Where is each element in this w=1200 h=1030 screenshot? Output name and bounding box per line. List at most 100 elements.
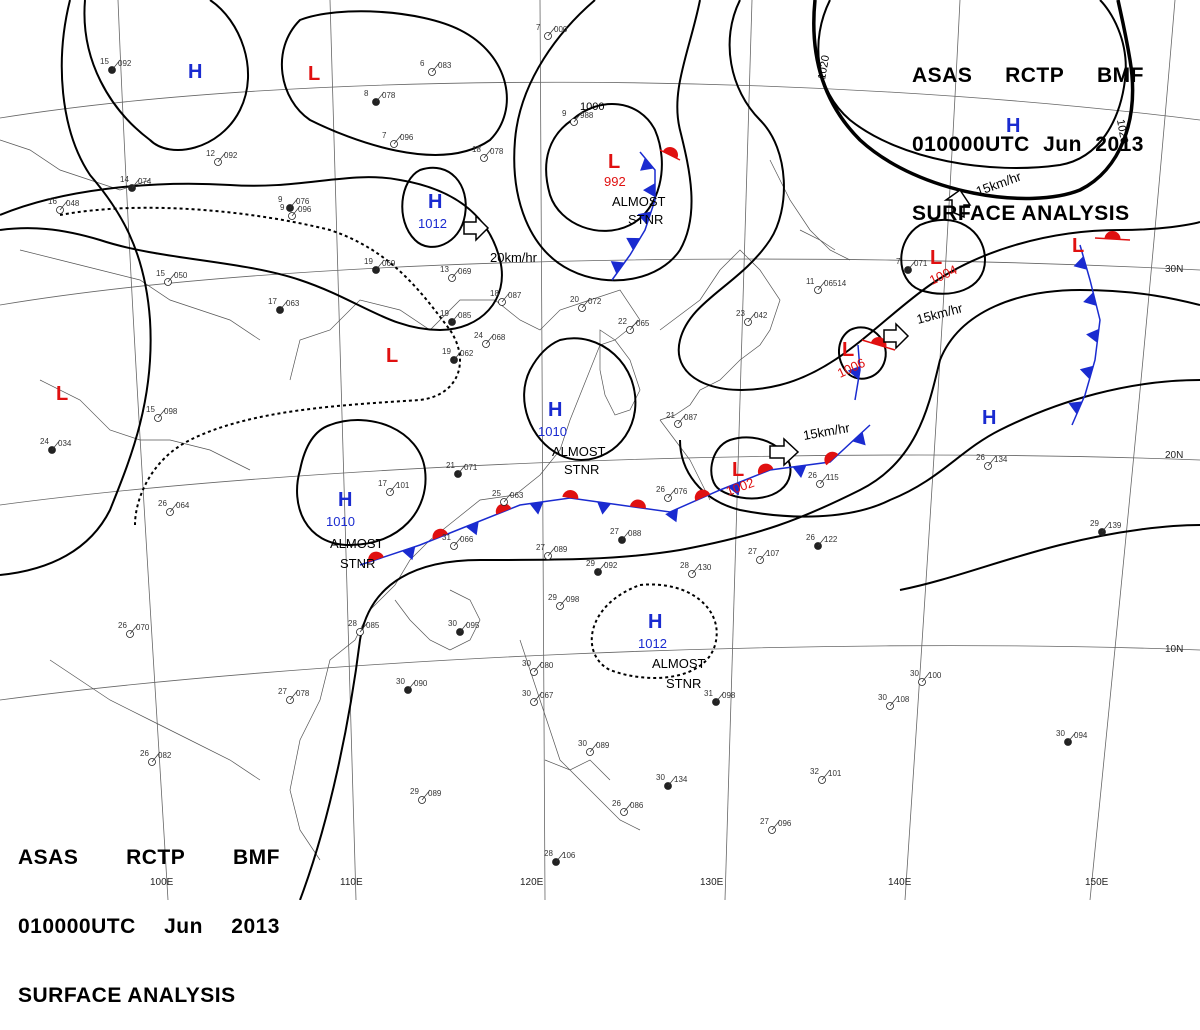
wind-barb-icon — [279, 299, 289, 311]
station-plot: 9 988 — [562, 109, 594, 126]
lat-label: 30N — [1165, 264, 1183, 275]
isobar-label: 1020 — [1114, 118, 1130, 144]
station-plot: 9 076 — [278, 195, 310, 212]
movement-arrow-icon — [943, 188, 972, 219]
station-temperature: 24 — [40, 437, 49, 446]
station-temperature: 29 — [586, 559, 595, 568]
station-pressure: 068 — [492, 333, 506, 342]
station-temperature: 27 — [610, 527, 619, 536]
cold-front-triangle-icon — [1068, 401, 1083, 415]
warm-front-semicircle-icon — [495, 503, 512, 515]
header-line-1: ASAS RCTP BMF — [912, 64, 1144, 87]
station-pressure: 050 — [174, 271, 188, 280]
high-center: H — [1006, 115, 1020, 137]
station-plot: 24 034 — [40, 437, 72, 454]
station-pressure: 092 — [118, 59, 132, 68]
wind-barb-icon — [597, 561, 607, 573]
wind-barb-icon — [431, 61, 441, 73]
low-center: L — [308, 63, 320, 85]
wind-barb-icon — [533, 661, 543, 673]
wind-barb-icon — [533, 691, 543, 703]
pressure-value: 992 — [604, 174, 626, 189]
coastlines — [0, 139, 851, 861]
header-title: SURFACE ANALYSIS — [912, 202, 1130, 225]
station-pressure: 062 — [460, 349, 474, 358]
station-plot: 26 064 — [158, 499, 190, 516]
wind-barb-icon — [453, 349, 463, 361]
movement-arrows — [463, 188, 972, 467]
station-pressure: 098 — [722, 691, 736, 700]
meridian-100e — [117, 0, 169, 900]
station-pressure: 096 — [298, 205, 312, 214]
station-temperature: 9 — [562, 109, 567, 118]
wind-barb-icon — [169, 501, 179, 513]
wind-barb-icon — [457, 463, 467, 475]
dotted-isobar — [590, 583, 718, 679]
cold-front-triangle-icon — [465, 521, 479, 536]
station-temperature: 25 — [492, 489, 501, 498]
station-plot: 27 089 — [536, 543, 568, 560]
cold-front-triangle-icon — [626, 237, 641, 251]
station-temperature: 27 — [278, 687, 287, 696]
header-station: RCTP — [126, 846, 186, 869]
status-label: ALMOST — [552, 444, 606, 459]
station-plot: 29 098 — [548, 593, 580, 610]
wind-barb-icon — [217, 151, 227, 163]
station-plot: 21 071 — [446, 461, 478, 478]
station-pressure: 090 — [414, 679, 428, 688]
station-plot: 11 06514 — [806, 277, 847, 294]
station-pressure: 106 — [562, 851, 576, 860]
station-plot: 30 067 — [522, 689, 554, 706]
header-originator: BMF — [1097, 64, 1144, 87]
station-temperature: 28 — [348, 619, 357, 628]
wind-barb-icon — [289, 689, 299, 701]
wind-barb-icon — [501, 291, 511, 303]
station-temperature: 24 — [474, 331, 483, 340]
station-plot: 15 092 — [100, 57, 132, 74]
parallel-20n — [0, 454, 1200, 506]
parallel-40n — [0, 81, 1200, 121]
station-temperature: 21 — [666, 411, 675, 420]
movement-arrow-icon — [769, 437, 800, 467]
station-plot: 26 115 — [808, 471, 839, 488]
station-temperature: 15 — [156, 269, 165, 278]
station-pressure: 063 — [286, 299, 300, 308]
station-temperature: 7 — [382, 131, 387, 140]
station-plot: 9 096 — [280, 203, 312, 220]
station-pressure: 080 — [540, 661, 554, 670]
station-plot: 20 072 — [570, 295, 602, 312]
isobar — [545, 103, 663, 232]
wind-barb-icon — [131, 177, 141, 189]
wind-barb-icon — [157, 407, 167, 419]
station-pressure: 071 — [464, 463, 478, 472]
station-temperature: 15 — [146, 405, 155, 414]
station-temperature: 16 — [48, 197, 57, 206]
high-center: H — [338, 489, 352, 511]
cold-front-triangle-icon — [792, 465, 807, 478]
station-temperature: 20 — [570, 295, 579, 304]
station-pressure: 134 — [994, 455, 1008, 464]
warm-front-semicircle-icon — [629, 499, 646, 509]
header-product: ASAS — [18, 846, 79, 869]
meridian-150e — [1089, 0, 1176, 900]
wind-barb-icon — [451, 311, 461, 323]
station-pressure: 071 — [914, 259, 928, 268]
station-pressure: 098 — [164, 407, 178, 416]
station-plot: 15 098 — [146, 405, 178, 422]
isobar-label: 1000 — [580, 101, 604, 113]
station-temperature: 18 — [472, 145, 481, 154]
station-pressure: 089 — [554, 545, 568, 554]
meridian-140e — [904, 0, 961, 900]
station-pressure: 089 — [596, 741, 610, 750]
station-temperature: 26 — [656, 485, 665, 494]
cold-front-triangle-icon — [637, 211, 652, 225]
station-plot: 19 085 — [440, 309, 472, 326]
wind-barb-icon — [451, 267, 461, 279]
isobars — [0, 0, 1200, 900]
isobar — [280, 10, 508, 156]
warm-front-semicircle-icon — [368, 551, 384, 563]
station-pressure: 096 — [400, 133, 414, 142]
wind-barb-icon — [1067, 731, 1077, 743]
wind-barb-icon — [375, 259, 385, 271]
station-plot: 30 108 — [878, 693, 910, 710]
